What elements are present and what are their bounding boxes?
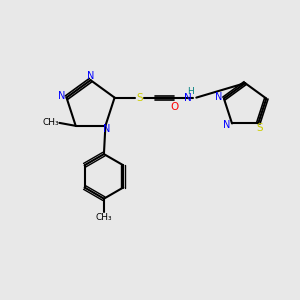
Text: S: S — [256, 123, 263, 133]
Text: N: N — [87, 71, 94, 81]
Text: N: N — [58, 91, 66, 101]
Text: CH₃: CH₃ — [96, 214, 112, 223]
Text: N: N — [184, 93, 191, 103]
Text: O: O — [170, 102, 178, 112]
Text: N: N — [215, 92, 222, 102]
Text: CH₃: CH₃ — [42, 118, 59, 127]
Text: S: S — [136, 93, 143, 103]
Text: H: H — [187, 87, 194, 96]
Text: N: N — [103, 124, 111, 134]
Text: N: N — [223, 120, 230, 130]
